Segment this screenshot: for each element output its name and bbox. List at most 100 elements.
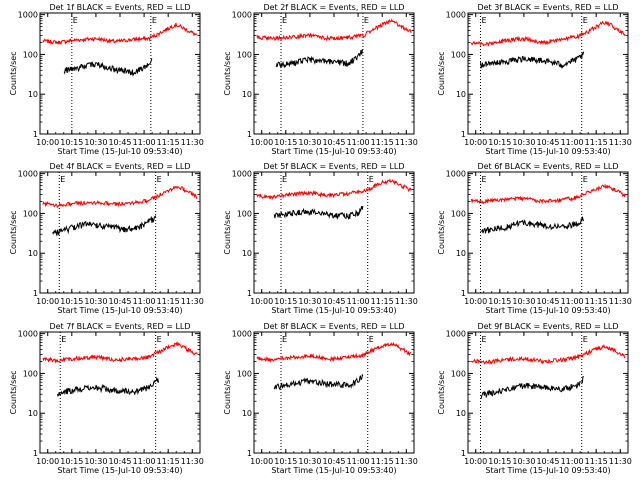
y-tick-label: 10 [456,90,466,99]
y-tick-label: 100 [237,209,252,218]
event-marker-label: E [61,335,66,344]
y-tick-label: 10 [242,90,252,99]
event-marker-label: E [369,335,374,344]
y-tick-label: 1 [247,449,252,458]
plot-frame [467,331,629,454]
y-axis-label: Counts/sec [223,370,232,414]
x-axis-label: Start Time (15-Jul-10 09:53:40) [271,147,396,156]
y-tick-label: 1000 [232,170,252,179]
event-marker-label: E [282,16,287,25]
series-events-black [480,375,584,399]
x-tick-label: 11:15 [585,297,608,306]
x-tick-label: 10:00 [36,457,59,466]
event-marker-label: E [482,335,487,344]
panel-det-9: Det 9f BLACK = Events, RED = LLD 1 10 100 10… [437,322,632,475]
series-events-black [480,216,585,234]
plot-frame [253,331,415,454]
series-lld-red [470,20,626,47]
x-tick-label: 11:30 [609,138,632,147]
plot-frame [253,12,415,135]
x-tick-label: 10:15 [60,138,83,147]
x-tick-label: 10:30 [298,297,321,306]
x-tick-label: 10:45 [322,138,345,147]
x-tick-label: 10:45 [536,138,559,147]
y-tick-label: 100 [237,369,252,378]
event-marker-label: E [282,175,287,184]
y-axis-label: Counts/sec [437,51,446,95]
y-tick-label: 100 [451,369,466,378]
y-tick-label: 1000 [446,170,466,179]
y-tick-label: 1 [33,449,38,458]
series-events-black [273,373,364,391]
x-tick-label: 10:30 [84,457,107,466]
x-tick-label: 10:45 [536,297,559,306]
panel-det-3: Det 3f BLACK = Events, RED = LLD 1 10 100 10… [437,3,632,156]
plot-frame [39,171,201,294]
panel-title: Det 3f BLACK = Events, RED = LLD [477,3,618,12]
event-marker-label: E [482,175,487,184]
panel-title: Det 8f BLACK = Events, RED = LLD [263,322,404,331]
y-axis-label: Counts/sec [9,210,18,254]
y-tick-label: 1 [33,289,38,298]
y-tick-label: 10 [28,90,38,99]
x-tick-label: 10:00 [250,457,273,466]
x-tick-label: 10:45 [536,457,559,466]
series-lld-red [470,343,626,365]
x-tick-label: 10:00 [464,138,487,147]
x-tick-label: 11:30 [181,297,204,306]
event-marker-label: E [157,335,162,344]
x-tick-label: 11:00 [133,457,156,466]
x-tick-label: 11:30 [181,138,204,147]
panel-title: Det 4f BLACK = Events, RED = LLD [49,162,190,171]
panel-title: Det 6f BLACK = Events, RED = LLD [477,162,618,171]
x-tick-label: 11:00 [133,297,156,306]
x-axis-label: Start Time (15-Jul-10 09:53:40) [271,306,396,315]
x-tick-label: 10:00 [464,457,487,466]
x-tick-label: 10:45 [108,138,131,147]
y-tick-label: 1000 [446,11,466,20]
x-tick-label: 10:30 [512,138,535,147]
x-tick-label: 10:30 [84,138,107,147]
x-tick-label: 10:45 [108,297,131,306]
x-tick-label: 10:15 [274,297,297,306]
x-tick-label: 10:30 [298,138,321,147]
x-tick-label: 11:00 [561,297,584,306]
x-tick-label: 11:15 [371,297,394,306]
x-tick-label: 11:30 [609,457,632,466]
x-axis-label: Start Time (15-Jul-10 09:53:40) [485,147,610,156]
y-tick-label: 100 [23,50,38,59]
x-tick-label: 10:15 [60,297,83,306]
y-tick-label: 100 [23,369,38,378]
x-tick-label: 10:15 [274,457,297,466]
event-marker-label: E [583,16,588,25]
y-axis-label: Counts/sec [223,51,232,95]
x-tick-label: 10:45 [322,297,345,306]
y-axis-label: Counts/sec [437,210,446,254]
series-events-black [275,49,364,69]
panel-title: Det 1f BLACK = Events, RED = LLD [49,3,190,12]
x-tick-label: 11:30 [395,297,418,306]
y-tick-label: 1 [247,289,252,298]
y-tick-label: 1 [247,130,252,139]
y-tick-label: 10 [28,249,38,258]
x-tick-label: 11:00 [347,138,370,147]
panel-det-7: Det 7f BLACK = Events, RED = LLD 1 10 100 10… [9,322,204,475]
event-marker-label: E [282,335,287,344]
y-tick-label: 1 [33,130,38,139]
x-tick-label: 10:00 [250,138,273,147]
series-events-black [52,215,157,236]
series-lld-red [42,340,198,364]
x-axis-label: Start Time (15-Jul-10 09:53:40) [57,306,182,315]
x-tick-label: 10:00 [464,297,487,306]
x-tick-label: 10:30 [512,457,535,466]
x-tick-label: 10:00 [250,297,273,306]
x-tick-label: 10:30 [298,457,321,466]
x-tick-label: 11:00 [347,297,370,306]
y-axis-label: Counts/sec [223,210,232,254]
x-axis-label: Start Time (15-Jul-10 09:53:40) [485,466,610,475]
x-tick-label: 10:15 [488,457,511,466]
y-tick-label: 1 [461,130,466,139]
y-tick-label: 1000 [232,330,252,339]
x-tick-label: 10:00 [36,297,59,306]
